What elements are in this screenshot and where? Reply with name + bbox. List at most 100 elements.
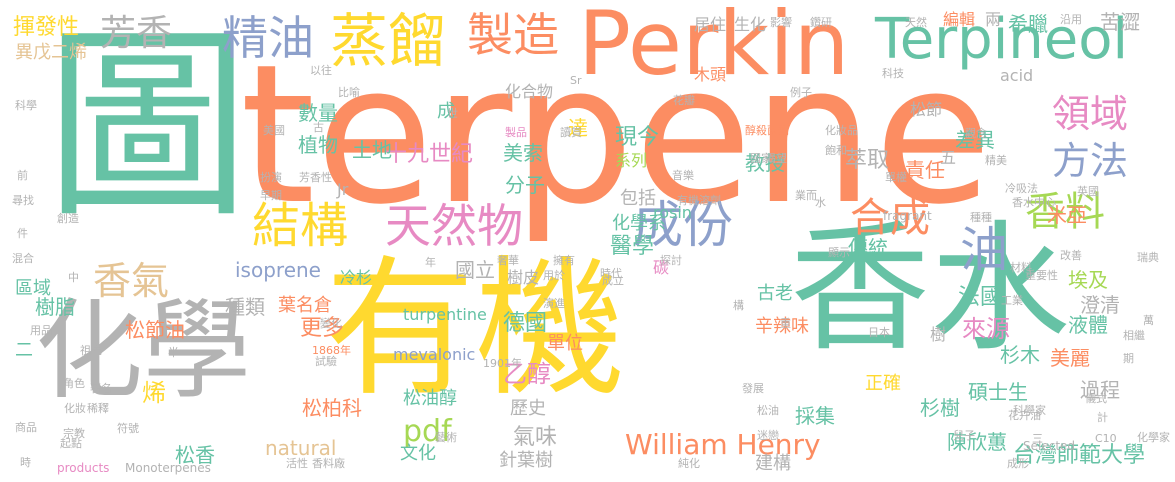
cloud-word: 創造 (57, 212, 79, 225)
cloud-word: 冷杉 (340, 268, 373, 287)
cloud-word: 祖先 (80, 344, 102, 357)
cloud-word: 澄清 (1080, 293, 1120, 317)
cloud-word: 工業 (1001, 294, 1023, 307)
cloud-word: 希臘 (1008, 12, 1048, 36)
cloud-word: 用品 (30, 324, 52, 337)
cloud-word: 葉名倉 (278, 295, 332, 316)
cloud-word: 結構 (252, 198, 349, 254)
cloud-word: 杉木 (1000, 343, 1040, 367)
cloud-word: 有機溶劑 (677, 194, 721, 207)
cloud-word: 探討 (660, 254, 682, 267)
cloud-word: natural (265, 436, 337, 460)
cloud-word: 揮發性 (13, 15, 80, 40)
cloud-word: 符號 (117, 422, 139, 435)
cloud-word: 傳統 (848, 236, 888, 260)
cloud-word: 瑞典 (1137, 251, 1159, 264)
cloud-word: 方法 (1052, 139, 1129, 183)
cloud-word: 木頭 (694, 65, 727, 84)
cloud-word: Monoterpenes (125, 461, 211, 475)
cloud-word: 古 (313, 121, 324, 134)
cloud-word: 重 (780, 317, 791, 330)
cloud-word: 松節 (910, 100, 943, 119)
cloud-word: 時 (20, 456, 31, 469)
cloud-word: 起點 (60, 437, 82, 450)
cloud-word: 兩 (985, 10, 1002, 29)
cloud-word: 成 (437, 101, 455, 122)
cloud-word: 讀賞 (560, 126, 582, 139)
cloud-word: 責任 (905, 158, 945, 182)
cloud-word: 儀式 (1085, 392, 1107, 405)
cloud-word: 分子 (505, 173, 545, 197)
cloud-word: 碳 (653, 258, 670, 277)
cloud-word: 領域 (1052, 92, 1129, 136)
cloud-word: 改善 (1060, 249, 1082, 262)
cloud-word: 年 (425, 256, 436, 269)
cloud-word: 稀釋 (87, 402, 109, 415)
cloud-word: 松油 (757, 404, 779, 417)
cloud-word: 苦澀 (1100, 10, 1140, 34)
cloud-word: 英國 (1077, 185, 1099, 198)
cloud-word: Terpineol (875, 7, 1129, 72)
cloud-word: 冷吸法 (1005, 182, 1038, 195)
cloud-word: 用於 (543, 269, 565, 282)
cloud-word: 中 (68, 271, 79, 284)
cloud-word: 飽和 (825, 144, 847, 157)
cloud-word: 陳欣蕙 (947, 430, 1007, 454)
cloud-word: 教授 (745, 151, 785, 175)
cloud-word: 合成 (850, 195, 930, 241)
cloud-word: 單位 (547, 333, 583, 354)
cloud-word: 松節油 (125, 318, 185, 342)
cloud-word: 來源 (962, 315, 1010, 343)
cloud-word: 台灣師範大學 (1013, 443, 1146, 468)
cloud-word: 業而 (795, 189, 817, 202)
cloud-word: 化學 (35, 289, 252, 414)
cloud-word: 古老 (757, 283, 793, 304)
cloud-word: 樹 (930, 325, 947, 344)
cloud-word: 香水中心 (1012, 196, 1056, 209)
cloud-word: 化學系 (612, 213, 666, 234)
cloud-word: 樹脂 (35, 295, 75, 319)
cloud-word: 半 (168, 346, 179, 359)
cloud-word: 件 (17, 227, 28, 240)
cloud-word: 鑽研 (810, 16, 832, 29)
cloud-word: 科技 (882, 67, 904, 80)
cloud-word: 例子 (790, 86, 812, 99)
cloud-word: mevalonic (393, 345, 476, 364)
cloud-word: Perkin (578, 0, 850, 95)
cloud-word: 十九世紀 (385, 142, 474, 167)
cloud-word: 渴望 (765, 152, 787, 165)
cloud-word: 精美 (985, 154, 1007, 167)
cloud-word: 世 (447, 107, 458, 120)
cloud-word: 芳香 (100, 13, 173, 54)
cloud-word: products (57, 461, 110, 475)
cloud-word: 美國 (263, 124, 285, 137)
cloud-word: 角色 (63, 377, 85, 390)
cloud-word: 藝術 (435, 431, 457, 444)
cloud-word: 兒子 (953, 429, 975, 442)
cloud-word: 香料 (1025, 189, 1105, 235)
cloud-word: rosin (653, 203, 692, 222)
cloud-word: 碩士生 (968, 380, 1028, 404)
cloud-word: 單權 (885, 171, 907, 184)
cloud-word: 生化 (734, 15, 767, 34)
cloud-word: 現今 (615, 125, 660, 150)
cloud-word: 美麗 (1050, 346, 1090, 370)
cloud-word: 過程 (1080, 378, 1120, 402)
cloud-word: 土地 (352, 138, 392, 162)
cloud-word: 德國 (503, 311, 548, 336)
cloud-word: 觀念 (965, 127, 987, 140)
cloud-word: 試驗 (315, 355, 337, 368)
cloud-word: 成形 (1007, 457, 1029, 470)
cloud-word: 二 (15, 340, 33, 361)
cloud-word: 歷史 (510, 398, 546, 419)
cloud-word: 醫學 (610, 234, 655, 259)
cloud-word: 醇殺菌劑 (745, 124, 789, 137)
cloud-word: 國立 (455, 258, 495, 282)
cloud-word: Selected (1023, 439, 1076, 453)
cloud-word: 液體 (1068, 313, 1108, 337)
cloud-word: 扮演 (260, 171, 282, 184)
cloud-word: 植物 (298, 133, 338, 157)
cloud-word: 製造 (467, 8, 559, 62)
cloud-word: Sr (570, 74, 582, 87)
cloud-word: 成立 (602, 274, 624, 287)
